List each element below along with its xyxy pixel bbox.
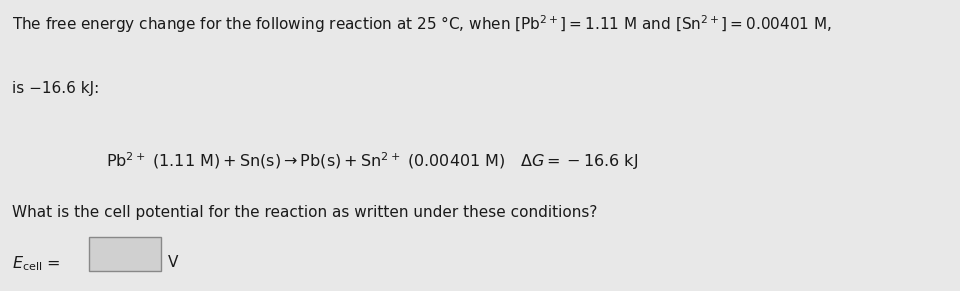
Text: $E_{\mathrm{cell}}$ =: $E_{\mathrm{cell}}$ = xyxy=(12,255,61,273)
Text: V: V xyxy=(168,255,179,270)
Text: What is the cell potential for the reaction as written under these conditions?: What is the cell potential for the react… xyxy=(12,205,598,220)
Text: The free energy change for the following reaction at 25 $\degree$C, when $\left[: The free energy change for the following… xyxy=(12,13,832,35)
Text: is −16.6 kJ:: is −16.6 kJ: xyxy=(12,81,100,97)
Bar xyxy=(89,237,161,271)
Text: $\mathrm{Pb}^{2+}\ (1.11\ \mathrm{M}) + \mathrm{Sn(s)} \rightarrow \mathrm{Pb(s): $\mathrm{Pb}^{2+}\ (1.11\ \mathrm{M}) + … xyxy=(106,150,637,172)
